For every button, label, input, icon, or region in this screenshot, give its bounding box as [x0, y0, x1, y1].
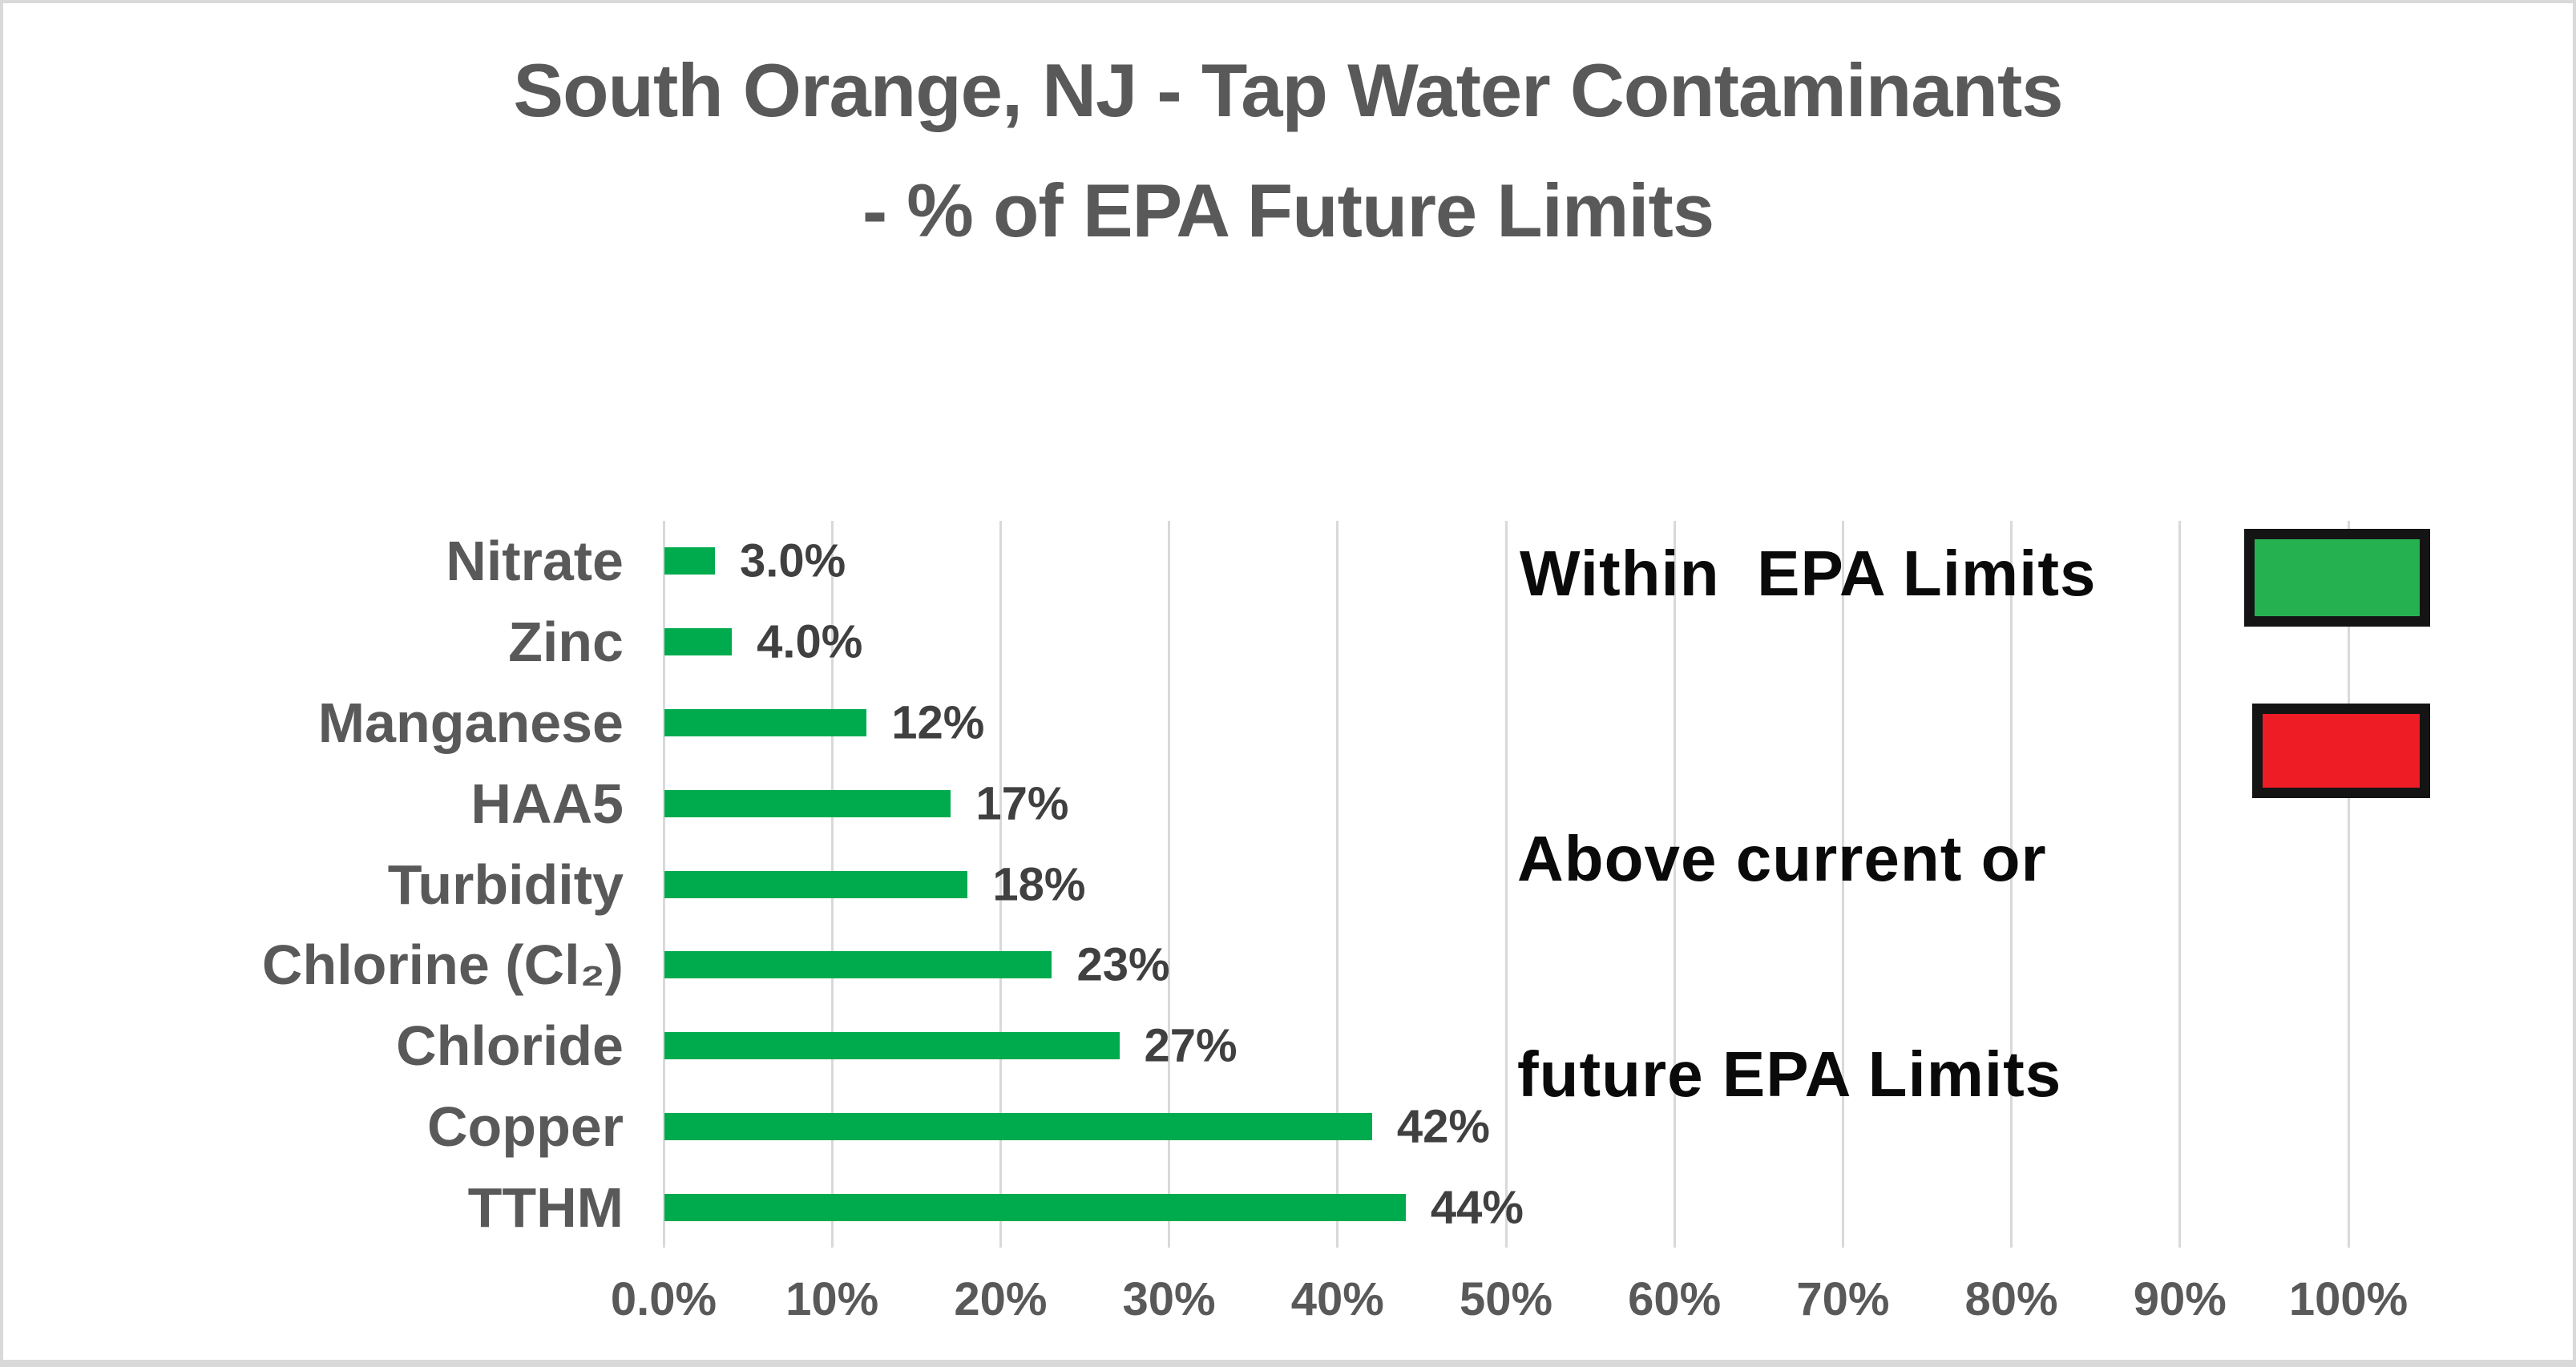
category-label: TTHM	[467, 1175, 624, 1239]
y-axis-line	[662, 521, 665, 1248]
legend-label-above-epa-limits: Above current or future EPA Limits	[1517, 679, 2061, 1254]
bar-tthm	[664, 1193, 1406, 1221]
legend-swatch-within-epa-limits	[2244, 529, 2430, 627]
gridline	[2010, 521, 2013, 1248]
bar-chlorine-cl	[664, 951, 1052, 979]
x-tick-label: 100%	[2288, 1273, 2408, 1325]
x-tick-label: 40%	[1290, 1273, 1384, 1325]
gridline	[2347, 521, 2350, 1248]
category-label: Copper	[427, 1095, 624, 1158]
category-label: Nitrate	[446, 530, 624, 593]
x-tick-label: 50%	[1459, 1273, 1553, 1325]
category-label: Zinc	[508, 611, 624, 674]
chart-title-line-1: South Orange, NJ - Tap Water Contaminant…	[513, 48, 2063, 132]
bar-manganese	[664, 708, 867, 736]
category-label: Chlorine (Cl₂)	[261, 934, 624, 997]
gridline	[1841, 521, 1844, 1248]
x-tick-label: 90%	[2133, 1273, 2227, 1325]
legend-swatch-above-epa-limits	[2252, 704, 2430, 798]
gridline	[1504, 521, 1508, 1248]
bar-zinc	[664, 628, 733, 656]
value-label: 12%	[891, 696, 985, 749]
chart-title-line-2: - % of EPA Future Limits	[862, 168, 1714, 253]
category-label: Chloride	[396, 1014, 624, 1078]
bar-chloride	[664, 1032, 1120, 1060]
value-label: 4.0%	[757, 615, 863, 668]
category-label: HAA5	[470, 772, 624, 835]
x-tick-label: 70%	[1796, 1273, 1890, 1325]
x-tick-label: 20%	[954, 1273, 1048, 1325]
bar-haa5	[664, 789, 951, 817]
legend-label-above-line-2: future EPA Limits	[1517, 1038, 2062, 1110]
value-label: 18%	[992, 858, 1086, 910]
gridline	[1336, 521, 1339, 1248]
bar-copper	[664, 1112, 1372, 1140]
x-tick-label: 10%	[785, 1273, 879, 1325]
value-label: 44%	[1430, 1181, 1524, 1234]
category-label: Manganese	[317, 691, 624, 754]
value-label: 23%	[1076, 938, 1170, 991]
x-tick-label: 80%	[1964, 1273, 2058, 1325]
x-tick-label: 60%	[1628, 1273, 1722, 1325]
value-label: 3.0%	[740, 534, 846, 587]
legend-label-above-line-1: Above current or	[1517, 823, 2047, 895]
value-label: 27%	[1144, 1019, 1238, 1072]
gridline	[2178, 521, 2182, 1248]
x-tick-label: 0.0%	[610, 1273, 717, 1325]
x-tick-label: 30%	[1122, 1273, 1216, 1325]
bar-nitrate	[664, 547, 716, 575]
gridline	[1168, 521, 1171, 1248]
gridline	[1673, 521, 1676, 1248]
chart-title: South Orange, NJ - Tap Water Contaminant…	[0, 30, 2576, 272]
category-label: Turbidity	[387, 853, 624, 916]
legend-label-within-epa-limits: Within EPA Limits	[1520, 538, 2097, 609]
gridline	[999, 521, 1002, 1248]
bar-turbidity	[664, 870, 968, 898]
value-label: 17%	[975, 777, 1069, 830]
value-label: 42%	[1396, 1100, 1490, 1153]
